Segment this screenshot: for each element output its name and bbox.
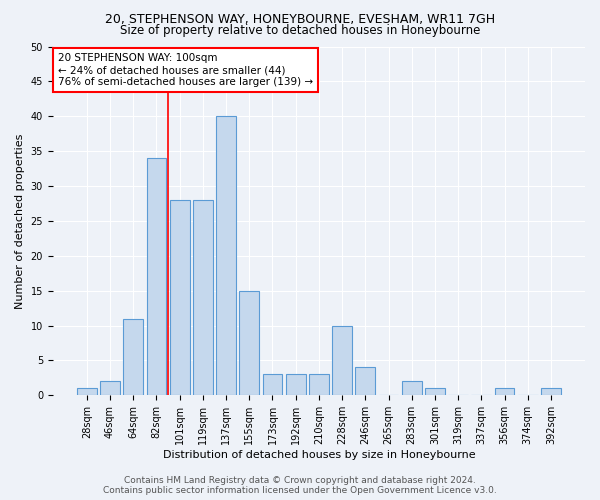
Bar [146,158,166,396]
Text: Contains HM Land Registry data © Crown copyright and database right 2024.
Contai: Contains HM Land Registry data © Crown c… [103,476,497,495]
Bar [193,200,213,396]
Bar [332,326,352,396]
Bar [216,116,236,396]
X-axis label: Distribution of detached houses by size in Honeybourne: Distribution of detached houses by size … [163,450,475,460]
Bar [494,388,514,396]
Bar [425,388,445,396]
Text: 20, STEPHENSON WAY, HONEYBOURNE, EVESHAM, WR11 7GH: 20, STEPHENSON WAY, HONEYBOURNE, EVESHAM… [105,12,495,26]
Bar [170,200,190,396]
Bar [402,382,422,396]
Y-axis label: Number of detached properties: Number of detached properties [15,133,25,308]
Bar [239,290,259,396]
Text: Size of property relative to detached houses in Honeybourne: Size of property relative to detached ho… [120,24,480,37]
Bar [309,374,329,396]
Bar [263,374,283,396]
Bar [355,368,375,396]
Bar [541,388,561,396]
Text: 20 STEPHENSON WAY: 100sqm
← 24% of detached houses are smaller (44)
76% of semi-: 20 STEPHENSON WAY: 100sqm ← 24% of detac… [58,54,313,86]
Bar [100,382,120,396]
Bar [124,318,143,396]
Bar [77,388,97,396]
Bar [286,374,305,396]
